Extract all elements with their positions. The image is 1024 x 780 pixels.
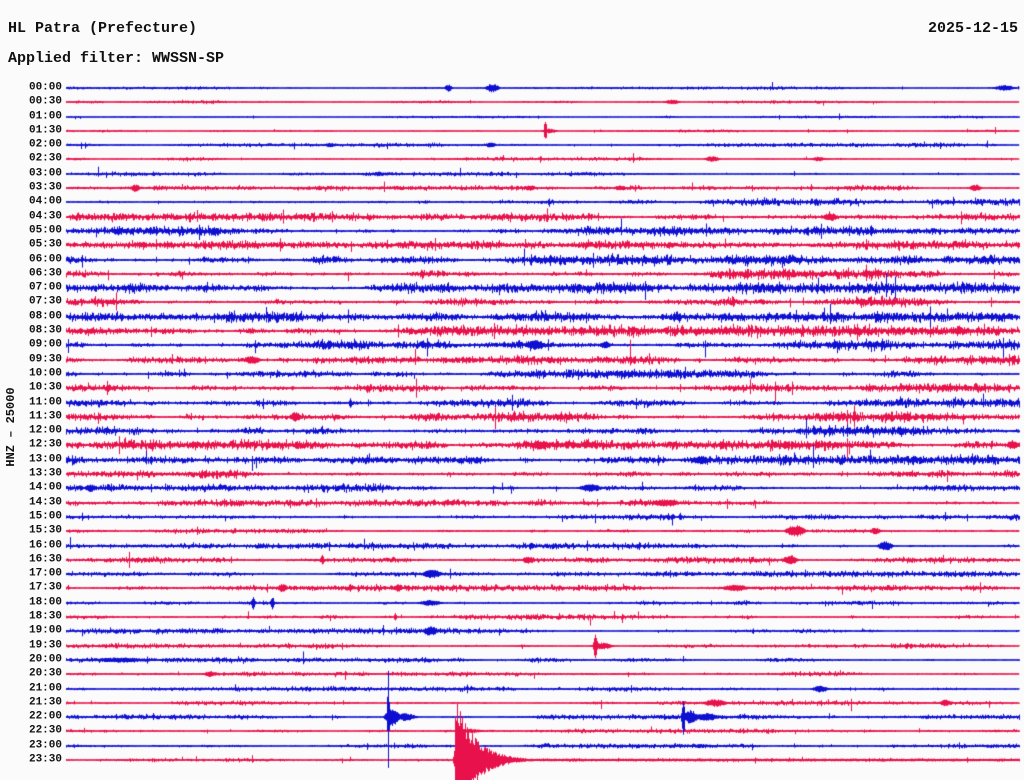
time-label: 11:00 bbox=[28, 396, 62, 409]
time-label: 08:30 bbox=[28, 324, 62, 337]
time-label: 18:30 bbox=[28, 610, 62, 623]
time-label: 08:00 bbox=[28, 310, 62, 323]
time-label: 04:30 bbox=[28, 210, 62, 223]
time-label: 15:00 bbox=[28, 510, 62, 523]
time-label: 06:30 bbox=[28, 267, 62, 280]
time-label: 14:00 bbox=[28, 481, 62, 494]
filter-label: Applied filter: WWSSN-SP bbox=[8, 50, 225, 67]
time-label: 23:30 bbox=[28, 753, 62, 766]
time-label: 07:00 bbox=[28, 281, 62, 294]
time-label: 19:30 bbox=[28, 639, 62, 652]
time-label: 00:30 bbox=[28, 95, 62, 108]
time-label: 17:00 bbox=[28, 567, 62, 580]
time-label: 14:30 bbox=[28, 496, 62, 509]
time-label: 12:00 bbox=[28, 424, 62, 437]
time-label: 22:00 bbox=[28, 710, 62, 723]
time-label: 02:00 bbox=[28, 138, 62, 151]
time-label: 06:00 bbox=[28, 253, 62, 266]
time-axis: 00:00 00:30 01:00 01:30 02:00 02:30 03:00 03:30… bbox=[0, 0, 62, 780]
time-label: 17:30 bbox=[28, 581, 62, 594]
time-label: 00:00 bbox=[28, 81, 62, 94]
time-label: 01:00 bbox=[28, 110, 62, 123]
time-label: 18:00 bbox=[28, 596, 62, 609]
time-label: 11:30 bbox=[28, 410, 62, 423]
time-label: 05:00 bbox=[28, 224, 62, 237]
time-label: 09:00 bbox=[28, 338, 62, 351]
time-label: 04:00 bbox=[28, 195, 62, 208]
time-label: 10:30 bbox=[28, 381, 62, 394]
time-label: 10:00 bbox=[28, 367, 62, 380]
time-label: 16:30 bbox=[28, 553, 62, 566]
time-label: 12:30 bbox=[28, 438, 62, 451]
time-label: 09:30 bbox=[28, 353, 62, 366]
time-label: 21:00 bbox=[28, 682, 62, 695]
time-label: 23:00 bbox=[28, 739, 62, 752]
time-label: 20:30 bbox=[28, 667, 62, 680]
time-label: 02:30 bbox=[28, 152, 62, 165]
time-label: 07:30 bbox=[28, 295, 62, 308]
time-label: 13:00 bbox=[28, 453, 62, 466]
time-label: 03:30 bbox=[28, 181, 62, 194]
time-label: 19:00 bbox=[28, 624, 62, 637]
record-date: 2025-12-15 bbox=[927, 20, 1018, 37]
time-label: 05:30 bbox=[28, 238, 62, 251]
time-label: 21:30 bbox=[28, 696, 62, 709]
time-label: 22:30 bbox=[28, 724, 62, 737]
time-label: 03:00 bbox=[28, 167, 62, 180]
time-label: 16:00 bbox=[28, 539, 62, 552]
time-label: 15:30 bbox=[28, 524, 62, 537]
time-label: 20:00 bbox=[28, 653, 62, 666]
station-title: HL Patra (Prefecture) bbox=[8, 20, 198, 37]
time-label: 13:30 bbox=[28, 467, 62, 480]
time-label: 01:30 bbox=[28, 124, 62, 137]
